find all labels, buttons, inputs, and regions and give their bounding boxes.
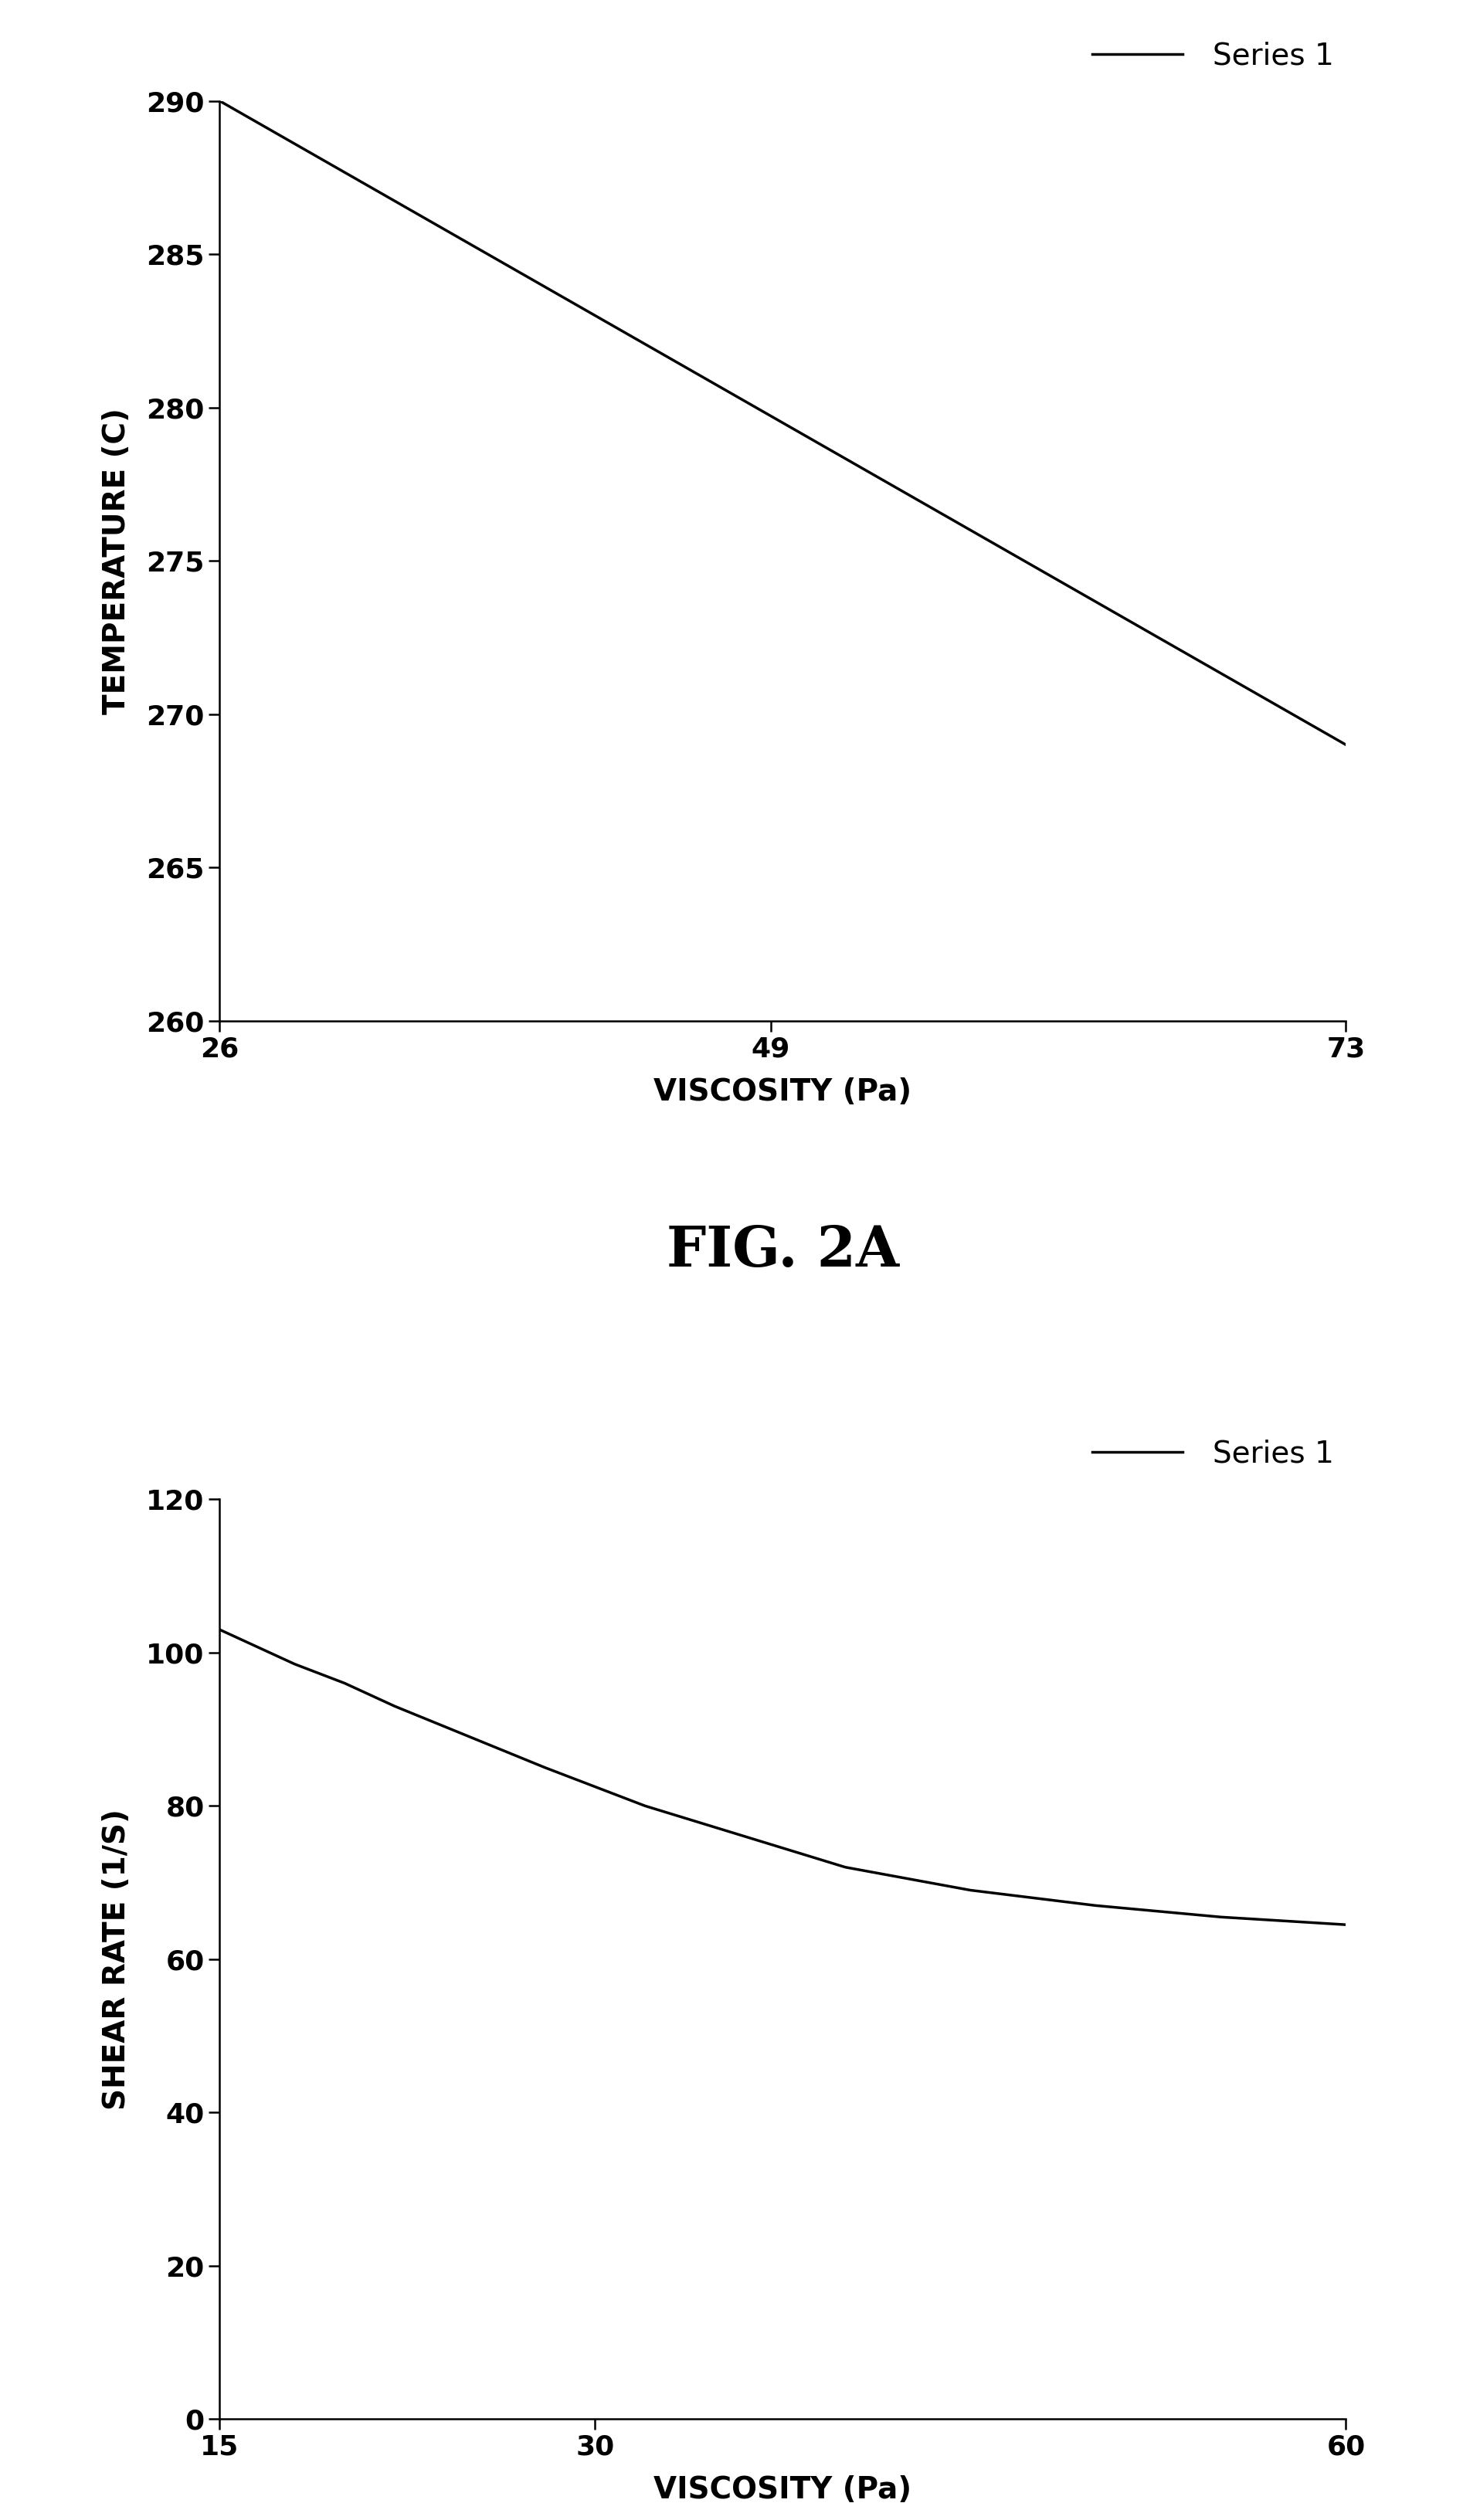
Y-axis label: TEMPERATURE (C): TEMPERATURE (C) <box>102 408 132 713</box>
Legend: Series 1: Series 1 <box>1081 30 1346 83</box>
Y-axis label: SHEAR RATE (1/S): SHEAR RATE (1/S) <box>102 1809 132 2109</box>
Legend: Series 1: Series 1 <box>1081 1426 1346 1482</box>
X-axis label: VISCOSITY (Pa): VISCOSITY (Pa) <box>654 2475 911 2505</box>
Text: FIG. 2A: FIG. 2A <box>667 1222 898 1278</box>
X-axis label: VISCOSITY (Pa): VISCOSITY (Pa) <box>654 1076 911 1106</box>
